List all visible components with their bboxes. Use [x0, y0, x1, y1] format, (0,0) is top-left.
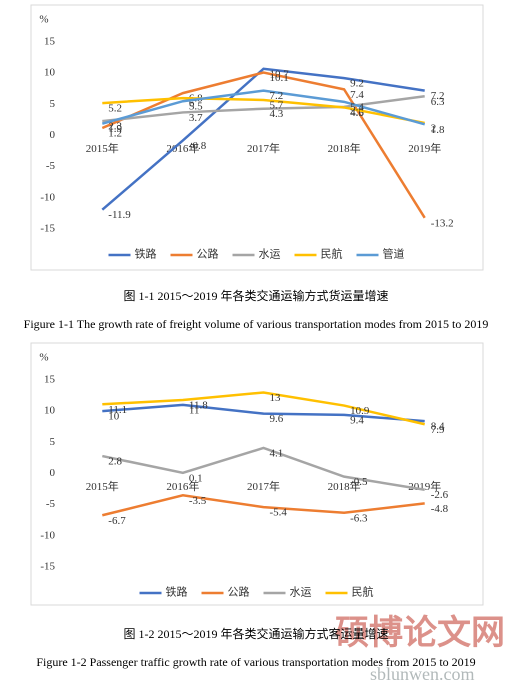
series-line — [101, 71, 426, 219]
data-label: 7.2 — [431, 90, 445, 102]
y-tick-label: -5 — [46, 498, 56, 510]
data-label: 5.5 — [189, 101, 203, 113]
data-label: -4.8 — [431, 503, 449, 515]
legend-label: 铁路 — [166, 586, 188, 599]
y-tick-label: -15 — [40, 561, 55, 573]
y-tick-label: 15 — [44, 36, 56, 48]
data-label: -0.8 — [189, 140, 207, 152]
data-label: 8.4 — [431, 421, 445, 433]
data-label: -13.2 — [431, 217, 454, 229]
series-line — [101, 89, 426, 126]
data-label: 4.5 — [350, 107, 364, 119]
data-label: 1.2 — [108, 128, 122, 140]
data-label: 11.1 — [108, 404, 127, 416]
chart-frame — [30, 4, 484, 271]
data-label: 2 — [431, 123, 437, 135]
caption-en: Figure 1-1 The growth rate of freight vo… — [24, 317, 489, 331]
chart-frame — [30, 342, 484, 606]
y-tick-label: -10 — [40, 191, 55, 203]
data-label: -2.6 — [431, 489, 449, 501]
data-label: 10.9 — [350, 405, 370, 417]
data-label: 2.3 — [108, 121, 122, 133]
series-line — [102, 94, 425, 123]
data-label: 11 — [189, 404, 200, 416]
legend-label: 水运 — [290, 586, 312, 599]
caption-en: Figure 1-2 Passenger traffic growth rate… — [36, 655, 475, 669]
legend-label: 水运 — [259, 248, 281, 261]
x-tick-label: 2018年 — [328, 141, 361, 155]
data-label: 0.1 — [189, 472, 203, 484]
data-label: 9.4 — [350, 414, 364, 426]
data-label: 7.9 — [431, 424, 445, 436]
y-tick-label: 15 — [44, 374, 56, 386]
data-label: -0.5 — [350, 476, 368, 488]
series-line — [101, 67, 425, 211]
series-line — [102, 446, 425, 491]
data-label: 7.4 — [350, 89, 364, 101]
series-line — [102, 403, 425, 423]
y-tick-label: -10 — [40, 529, 55, 541]
data-label: 4.3 — [270, 108, 284, 120]
x-tick-label: 2019年 — [408, 141, 441, 155]
y-tick-label: 10 — [44, 405, 56, 417]
x-tick-label: 2015年 — [86, 141, 119, 155]
data-label: 10 — [108, 411, 120, 423]
caption: 图 1-1 2015～2019 年各类交通运输方式货运量增速 — [124, 288, 389, 303]
series-line — [101, 494, 425, 517]
legend-label: 铁路 — [135, 248, 157, 261]
data-label: 1.9 — [108, 123, 122, 135]
caption: 图 1-2 2015～2019 年各类交通运输方式客运量增速 — [124, 626, 389, 641]
data-label: 5.7 — [270, 100, 284, 112]
x-tick-label: 2017年 — [247, 479, 280, 493]
x-tick-label: 2017年 — [247, 141, 280, 155]
data-label: 11.8 — [189, 399, 208, 411]
y-axis-label: % — [39, 14, 48, 26]
legend-label: 管道 — [383, 247, 405, 261]
x-tick-label: 2016年 — [166, 141, 199, 155]
watermark-title: 硕博论文网 — [335, 614, 505, 652]
data-label: 5.4 — [350, 101, 364, 113]
data-label: -6.3 — [350, 512, 368, 524]
legend-label: 民航 — [321, 247, 343, 261]
y-tick-label: 0 — [50, 467, 56, 479]
data-label: 4.1 — [270, 447, 284, 459]
y-axis-label: % — [39, 352, 48, 364]
data-label: 10.1 — [270, 72, 289, 84]
legend-label: 公路 — [197, 248, 219, 261]
data-label: 13 — [270, 392, 282, 404]
data-label: 3.7 — [189, 112, 203, 124]
y-tick-label: 5 — [50, 436, 56, 448]
x-tick-label: 2015年 — [86, 479, 119, 493]
data-label: -6.7 — [108, 515, 126, 527]
data-label: -3.5 — [189, 495, 207, 507]
data-label: 1.8 — [431, 124, 445, 136]
x-tick-label: 2016年 — [166, 479, 199, 493]
data-label: 9.6 — [270, 413, 284, 425]
series-line — [102, 391, 425, 426]
data-label: 6.3 — [431, 96, 445, 108]
data-label: -5.4 — [270, 507, 288, 519]
series-line — [102, 96, 425, 125]
y-tick-label: 0 — [50, 129, 56, 141]
data-label: 9.2 — [350, 78, 364, 90]
y-tick-label: -15 — [40, 223, 55, 235]
data-label: 7.2 — [270, 90, 284, 102]
x-tick-label: 2018年 — [328, 479, 361, 493]
legend-label: 民航 — [352, 585, 374, 599]
watermark-url: sblunwen.com — [370, 664, 474, 684]
data-label: 5.2 — [108, 103, 122, 115]
legend-label: 公路 — [228, 586, 250, 599]
y-tick-label: 5 — [50, 98, 56, 110]
y-tick-label: 10 — [44, 67, 56, 79]
data-label: 2.8 — [108, 456, 122, 468]
data-label: 6 — [189, 98, 195, 110]
y-tick-label: -5 — [46, 160, 56, 172]
data-label: -11.9 — [108, 209, 131, 221]
